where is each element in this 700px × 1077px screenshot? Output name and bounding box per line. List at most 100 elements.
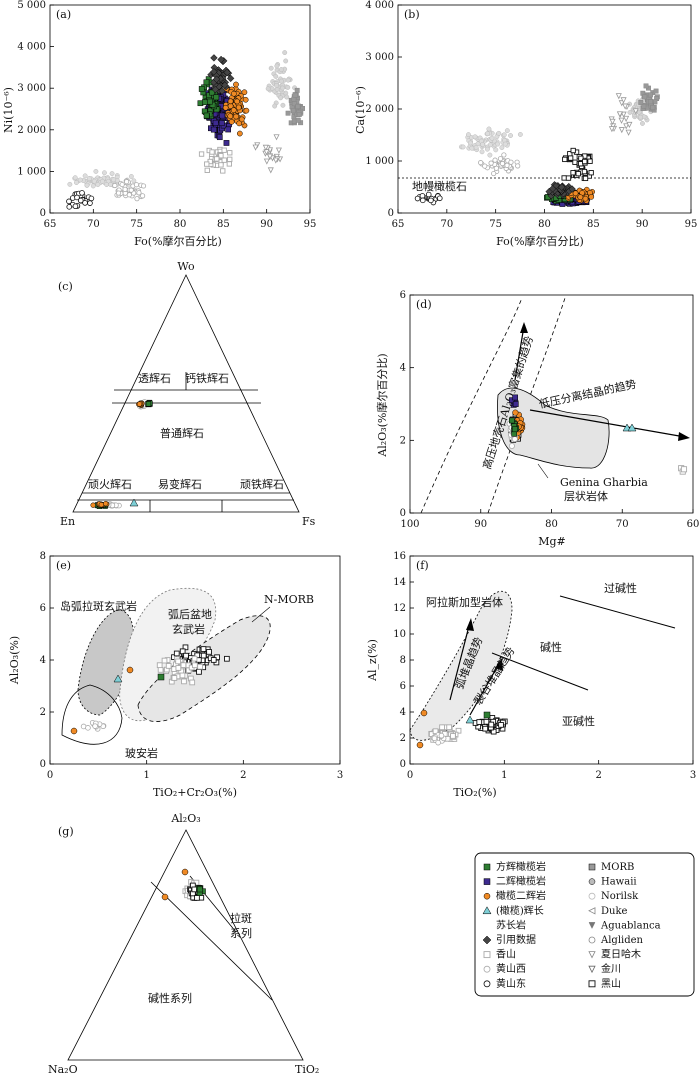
panel-f-arrow-2 xyxy=(469,661,501,716)
data-point xyxy=(202,99,208,106)
y-tick-label: 5 000 xyxy=(17,0,46,11)
data-point xyxy=(572,159,578,165)
data-point xyxy=(575,171,581,177)
data-point xyxy=(126,192,132,198)
data-point xyxy=(483,711,491,719)
y-tick-label: 10 xyxy=(393,629,406,640)
legend-symbol xyxy=(483,980,491,988)
data-point xyxy=(512,426,518,433)
data-point xyxy=(233,81,239,88)
data-point xyxy=(90,502,96,508)
x-tick-label: 70 xyxy=(87,219,100,230)
data-point xyxy=(455,727,462,734)
data-point xyxy=(274,63,280,69)
data-point xyxy=(179,648,186,655)
panel-g-apex-left: Na₂O xyxy=(48,1063,78,1076)
data-point xyxy=(218,120,225,126)
data-point xyxy=(473,145,479,150)
legend-label: Aguablanca xyxy=(600,920,661,931)
data-point xyxy=(479,149,485,155)
data-point xyxy=(194,895,200,901)
data-point xyxy=(565,175,572,181)
data-point xyxy=(220,168,226,174)
panel-c-label: (c) xyxy=(58,280,73,293)
data-point xyxy=(197,663,203,670)
panel-e-text-4: N-MORB xyxy=(264,593,314,606)
data-point xyxy=(641,103,647,109)
data-point xyxy=(136,190,142,196)
legend-symbol xyxy=(483,965,491,973)
data-point xyxy=(73,180,79,186)
data-point xyxy=(206,649,212,655)
panel-c-field-1: 透辉石 xyxy=(138,372,171,385)
data-point xyxy=(126,666,134,674)
data-point xyxy=(504,162,510,168)
data-point xyxy=(227,98,234,105)
data-point xyxy=(77,177,83,183)
data-point xyxy=(128,187,134,193)
data-point xyxy=(638,99,644,105)
legend-symbol xyxy=(588,936,596,944)
data-point xyxy=(416,741,424,749)
panel-f-arrow-2-head xyxy=(495,658,503,671)
data-point xyxy=(243,107,250,114)
data-point xyxy=(291,96,297,102)
data-point xyxy=(85,725,91,731)
panel-e-text-1: 岛弧拉斑玄武岩 xyxy=(60,599,137,613)
panel-f-peralkaline-line xyxy=(559,595,676,629)
legend-symbol xyxy=(483,878,491,885)
data-point xyxy=(236,120,243,127)
data-point xyxy=(212,119,219,126)
data-point xyxy=(183,652,189,659)
panel-e-xlabel: TiO₂+Cr₂O₃(%) xyxy=(153,786,237,799)
y-tick-label: 0 xyxy=(400,508,406,519)
x-tick-label: 85 xyxy=(587,219,600,230)
data-point xyxy=(265,86,271,92)
legend-label: 橄榄二辉岩 xyxy=(496,889,546,902)
legend-label: (橄榄)辉长 xyxy=(496,904,544,917)
panel-c-field-5: 易变辉石 xyxy=(158,477,202,491)
data-point xyxy=(266,153,274,160)
panel-b-label: (b) xyxy=(404,8,420,21)
data-point xyxy=(221,81,229,89)
data-point xyxy=(484,146,490,152)
data-point xyxy=(72,203,79,210)
data-point xyxy=(171,675,178,681)
data-point xyxy=(198,151,205,157)
data-point xyxy=(627,423,637,432)
panel-d-label: (d) xyxy=(416,298,432,311)
legend-symbol xyxy=(482,906,492,915)
x-tick-label: 70 xyxy=(440,219,453,230)
data-point xyxy=(487,142,493,148)
data-point xyxy=(653,88,659,94)
panel-e-text-3: 玄武岩 xyxy=(172,622,205,636)
panel-f: (f) TiO₂(%) Al_z(%) 过碱性 阿拉斯加型岩体 碱性 亚碱性 弧… xyxy=(366,551,696,799)
data-point xyxy=(501,152,507,158)
data-point xyxy=(431,735,438,741)
data-point xyxy=(508,442,515,449)
data-point xyxy=(487,152,493,158)
data-point xyxy=(226,161,232,167)
x-tick-label: 1 xyxy=(501,770,507,781)
data-point xyxy=(285,77,291,83)
data-point xyxy=(618,117,625,124)
data-point xyxy=(625,129,632,136)
legend-symbol xyxy=(588,907,596,915)
panel-a-points xyxy=(66,50,305,210)
data-point xyxy=(181,678,187,685)
data-point xyxy=(263,149,270,156)
y-tick-label: 4 000 xyxy=(17,42,46,53)
legend-symbol xyxy=(588,980,596,988)
panel-d-arrow-up-head xyxy=(520,322,528,333)
data-point xyxy=(280,102,286,108)
legend-box xyxy=(474,852,695,997)
data-point xyxy=(95,182,101,188)
data-point xyxy=(119,181,125,188)
data-point xyxy=(156,662,163,669)
data-point xyxy=(74,194,80,201)
data-point xyxy=(191,655,198,662)
data-point xyxy=(128,174,134,179)
panel-d-dash-1 xyxy=(420,297,523,514)
data-point xyxy=(231,90,237,97)
data-point xyxy=(497,156,504,162)
